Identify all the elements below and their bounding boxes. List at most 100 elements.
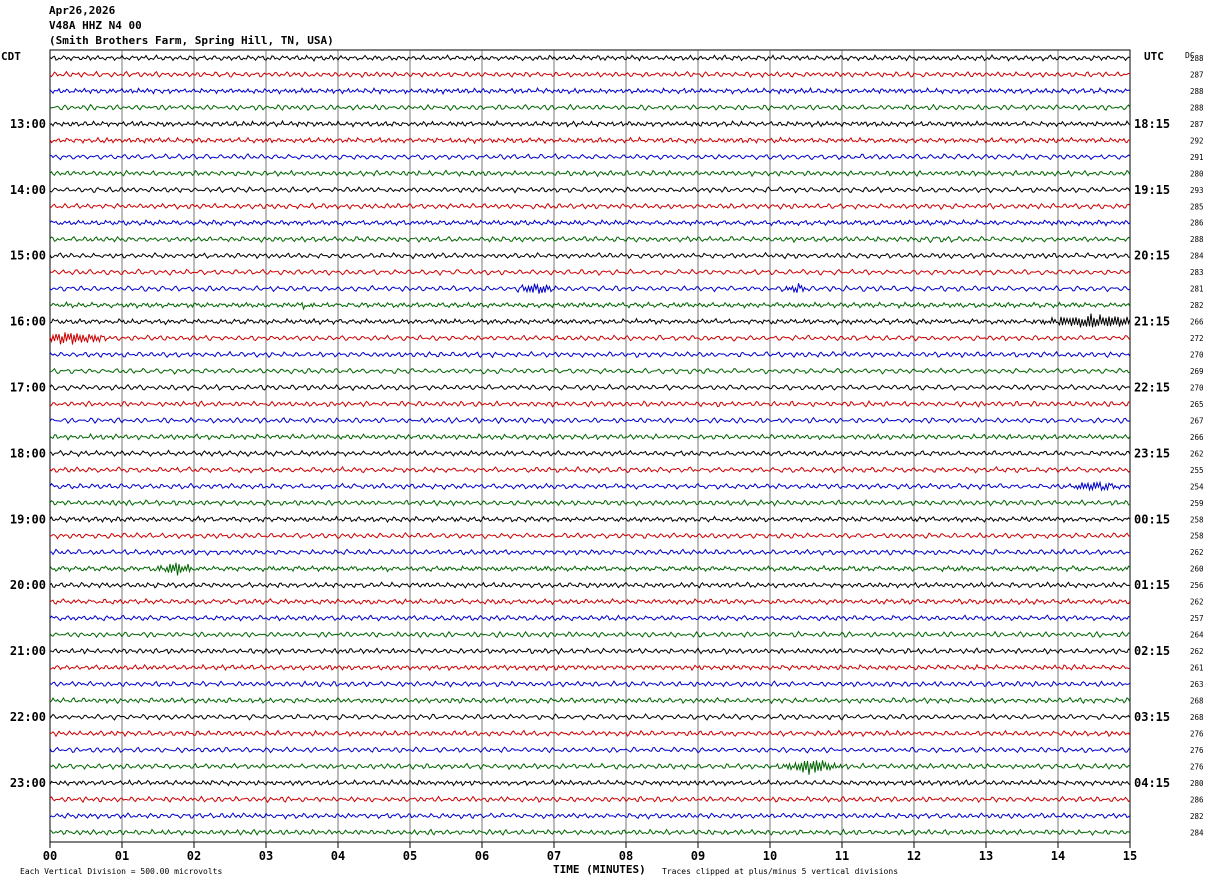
seismic-trace-row bbox=[49, 86, 1131, 96]
seismic-trace-row bbox=[49, 313, 1131, 328]
dc-offset-label: 276 bbox=[1190, 729, 1204, 738]
seismic-trace-row bbox=[49, 812, 1131, 820]
dc-offset-label: 293 bbox=[1190, 186, 1204, 195]
dc-offset-label: 254 bbox=[1190, 482, 1204, 491]
seismic-trace-row bbox=[49, 630, 1131, 639]
seismic-trace-row bbox=[49, 562, 1131, 576]
left-time-label: 21:00 bbox=[10, 644, 46, 658]
dc-offset-label: 262 bbox=[1190, 548, 1204, 557]
right-time-label: 02:15 bbox=[1134, 644, 1170, 658]
seismic-trace-row bbox=[49, 778, 1131, 787]
dc-offset-label: 288 bbox=[1190, 54, 1204, 63]
seismic-trace-row bbox=[49, 70, 1131, 79]
x-tick-label: 09 bbox=[691, 849, 705, 863]
dc-offset-label: 265 bbox=[1190, 400, 1204, 409]
seismic-trace-row bbox=[49, 169, 1131, 178]
x-tick-label: 01 bbox=[115, 849, 129, 863]
right-time-label: 23:15 bbox=[1134, 446, 1170, 460]
station-label: V48A HHZ N4 00 bbox=[49, 19, 142, 32]
trace-group bbox=[49, 54, 1131, 837]
dc-offset-label: 268 bbox=[1190, 696, 1204, 705]
right-time-label: 20:15 bbox=[1134, 249, 1170, 263]
seismic-trace-row bbox=[49, 531, 1131, 540]
x-tick-label: 04 bbox=[331, 849, 345, 863]
left-time-label: 17:00 bbox=[10, 380, 46, 394]
seismic-trace-row bbox=[49, 136, 1131, 145]
dc-offset-label: 262 bbox=[1190, 449, 1204, 458]
dc-offset-label: 276 bbox=[1190, 746, 1204, 755]
dc-offset-label: 276 bbox=[1190, 762, 1204, 771]
seismic-trace-row bbox=[49, 433, 1131, 441]
dc-offset-label: 259 bbox=[1190, 499, 1204, 508]
right-time-label: 19:15 bbox=[1134, 183, 1170, 197]
dc-offset-label: 260 bbox=[1190, 565, 1204, 574]
seismic-trace-row bbox=[49, 680, 1131, 688]
seismic-trace-row bbox=[49, 283, 1131, 294]
x-tick-label: 00 bbox=[43, 849, 57, 863]
dc-offset-label: 266 bbox=[1190, 433, 1204, 442]
dc-offset-label: 258 bbox=[1190, 515, 1204, 524]
left-time-label: 20:00 bbox=[10, 578, 46, 592]
vertical-division-note: Each Vertical Division = 500.00 microvol… bbox=[20, 867, 223, 876]
dc-offset-label: 291 bbox=[1190, 153, 1204, 162]
seismic-trace-row bbox=[49, 301, 1131, 311]
dc-offset-label: 255 bbox=[1190, 466, 1204, 475]
seismic-trace-row bbox=[49, 828, 1131, 837]
seismic-trace-row bbox=[49, 581, 1131, 589]
dc-offset-label: 288 bbox=[1190, 87, 1204, 96]
dc-offset-label: 257 bbox=[1190, 614, 1204, 623]
right-time-label: 01:15 bbox=[1134, 578, 1170, 592]
dc-offset-label: 272 bbox=[1190, 334, 1204, 343]
seismic-trace-row bbox=[49, 729, 1131, 738]
x-tick-label: 12 bbox=[907, 849, 921, 863]
right-time-label: 22:15 bbox=[1134, 380, 1170, 394]
seismic-trace-row bbox=[49, 400, 1131, 408]
seismic-trace-row bbox=[49, 350, 1131, 359]
left-time-label: 16:00 bbox=[10, 315, 46, 329]
seismic-trace-row bbox=[49, 597, 1131, 606]
x-tick-label: 13 bbox=[979, 849, 993, 863]
dc-offset-label: 288 bbox=[1190, 103, 1204, 112]
seismic-trace-row bbox=[49, 614, 1131, 622]
seismic-trace-row bbox=[49, 449, 1131, 458]
left-time-label: 23:00 bbox=[10, 776, 46, 790]
dc-offset-label: 261 bbox=[1190, 664, 1204, 673]
x-tick-label: 03 bbox=[259, 849, 273, 863]
dc-offset-label: 263 bbox=[1190, 680, 1204, 689]
dc-offset-label: 292 bbox=[1190, 136, 1204, 145]
seismic-trace-row bbox=[49, 416, 1131, 425]
dc-label: DC bbox=[1185, 51, 1195, 60]
x-axis-title: TIME (MINUTES) bbox=[553, 863, 646, 876]
dc-offset-label: 256 bbox=[1190, 581, 1204, 590]
seismic-trace-row bbox=[49, 499, 1131, 507]
left-timezone-label: CDT bbox=[1, 50, 21, 63]
dc-offset-label: 280 bbox=[1190, 169, 1204, 178]
dc-offset-label: 258 bbox=[1190, 532, 1204, 541]
x-tick-label: 11 bbox=[835, 849, 849, 863]
seismic-trace-row bbox=[49, 268, 1131, 277]
dc-offset-label: 266 bbox=[1190, 318, 1204, 327]
date-label: Apr26,2026 bbox=[49, 4, 116, 17]
dc-offset-label: 268 bbox=[1190, 713, 1204, 722]
x-tick-label: 14 bbox=[1051, 849, 1065, 863]
seismic-trace-row bbox=[49, 663, 1131, 672]
seismic-trace-row bbox=[49, 795, 1131, 804]
seismic-trace-row bbox=[49, 480, 1131, 492]
dc-offset-label: 270 bbox=[1190, 383, 1204, 392]
seismic-trace-row bbox=[49, 746, 1131, 754]
dc-offset-label: 264 bbox=[1190, 631, 1204, 640]
right-timezone-label: UTC bbox=[1144, 50, 1164, 63]
grid bbox=[49, 49, 1131, 848]
dc-offset-label: 284 bbox=[1190, 252, 1204, 261]
left-time-label: 22:00 bbox=[10, 710, 46, 724]
left-time-label: 15:00 bbox=[10, 249, 46, 263]
clip-note: Traces clipped at plus/minus 5 vertical … bbox=[662, 867, 899, 876]
dc-offset-label: 283 bbox=[1190, 268, 1204, 277]
seismic-trace-row bbox=[49, 54, 1131, 62]
dc-offset-label: 286 bbox=[1190, 795, 1204, 804]
right-time-label: 18:15 bbox=[1134, 117, 1170, 131]
dc-offset-label: 281 bbox=[1190, 285, 1204, 294]
right-time-label: 21:15 bbox=[1134, 315, 1170, 329]
dc-offset-label: 262 bbox=[1190, 647, 1204, 656]
